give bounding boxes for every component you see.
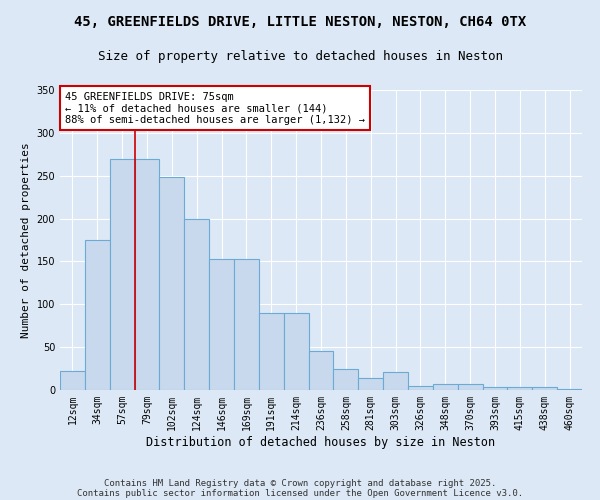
Text: 45 GREENFIELDS DRIVE: 75sqm
← 11% of detached houses are smaller (144)
88% of se: 45 GREENFIELDS DRIVE: 75sqm ← 11% of det… bbox=[65, 92, 365, 124]
Bar bbox=[85, 240, 110, 390]
Bar bbox=[160, 178, 184, 390]
Bar bbox=[383, 372, 408, 390]
Bar bbox=[234, 259, 259, 390]
Bar bbox=[184, 218, 209, 390]
Text: Contains HM Land Registry data © Crown copyright and database right 2025.: Contains HM Land Registry data © Crown c… bbox=[104, 478, 496, 488]
Bar bbox=[209, 259, 234, 390]
Bar bbox=[508, 386, 532, 390]
Bar bbox=[482, 388, 508, 390]
Bar bbox=[334, 370, 358, 390]
Bar bbox=[433, 384, 458, 390]
Bar bbox=[110, 158, 134, 390]
Bar bbox=[408, 386, 433, 390]
Bar bbox=[458, 384, 482, 390]
Text: 45, GREENFIELDS DRIVE, LITTLE NESTON, NESTON, CH64 0TX: 45, GREENFIELDS DRIVE, LITTLE NESTON, NE… bbox=[74, 15, 526, 29]
Bar bbox=[259, 313, 284, 390]
Bar bbox=[60, 371, 85, 390]
Bar bbox=[134, 158, 160, 390]
Bar bbox=[308, 350, 334, 390]
Text: Size of property relative to detached houses in Neston: Size of property relative to detached ho… bbox=[97, 50, 503, 63]
Bar bbox=[532, 386, 557, 390]
Bar bbox=[284, 313, 308, 390]
X-axis label: Distribution of detached houses by size in Neston: Distribution of detached houses by size … bbox=[146, 436, 496, 448]
Bar bbox=[358, 378, 383, 390]
Text: Contains public sector information licensed under the Open Government Licence v3: Contains public sector information licen… bbox=[77, 488, 523, 498]
Y-axis label: Number of detached properties: Number of detached properties bbox=[21, 142, 31, 338]
Bar bbox=[557, 389, 582, 390]
